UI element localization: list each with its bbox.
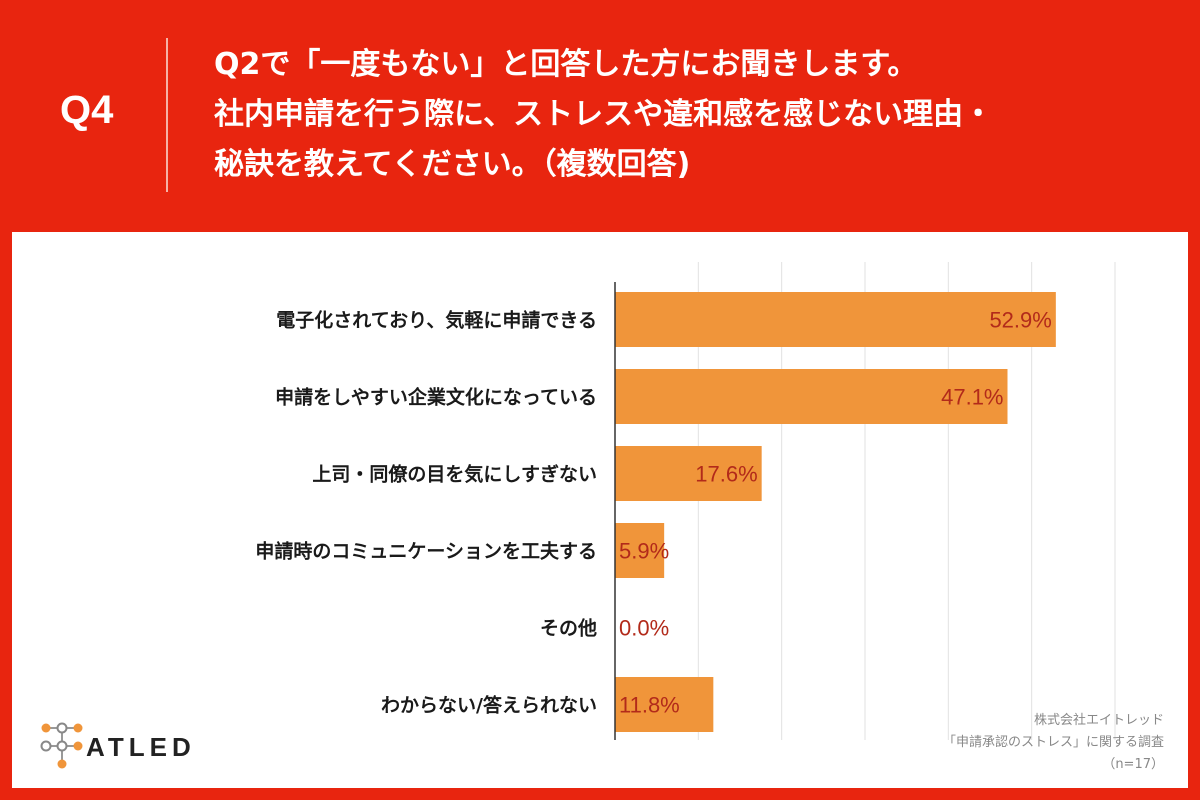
value-label: 0.0%: [619, 616, 669, 641]
source-line-1: 株式会社エイトレッド: [1033, 713, 1164, 728]
question-line-2: 社内申請を行う際に、ストレスや違和感を感じない理由・: [214, 97, 994, 132]
question-header: Q4 Q2で「一度もない」と回答した方にお聞きします。 社内申請を行う際に、スト…: [0, 0, 1200, 232]
category-label: その他: [540, 617, 597, 640]
value-label: 11.8%: [619, 693, 680, 718]
value-label: 5.9%: [619, 539, 669, 564]
question-number: Q4: [60, 88, 114, 132]
question-text: Q2で「一度もない」と回答した方にお聞きします。 社内申請を行う際に、ストレスや…: [214, 40, 1174, 190]
header-divider: [166, 38, 168, 192]
bar: [615, 446, 762, 501]
category-label: 電子化されており、気軽に申請できる: [276, 309, 597, 332]
bar: [615, 677, 714, 732]
category-label: 上司・同僚の目を気にしすぎない: [312, 463, 597, 486]
value-label: 47.1%: [941, 385, 1003, 410]
bar: [615, 523, 665, 578]
bar: [615, 292, 1056, 347]
source-line-2: 「申請承認のストレス」に関する調査: [942, 735, 1164, 750]
value-label: 17.6%: [695, 462, 757, 487]
question-line-1: Q2で「一度もない」と回答した方にお聞きします。: [214, 47, 918, 82]
bar: [615, 369, 1008, 424]
question-line-3: 秘訣を教えてください。（複数回答): [214, 147, 691, 182]
logo-text: ATLED: [86, 732, 196, 762]
category-label: 申請時のコミュニケーションを工夫する: [255, 540, 597, 563]
source-line-3: （n=17）: [1102, 757, 1164, 772]
category-label: 申請をしやすい企業文化になっている: [275, 386, 597, 409]
category-label: わからない/答えられない: [381, 694, 597, 717]
source-note: 株式会社エイトレッド 「申請承認のストレス」に関する調査 （n=17）: [943, 710, 1164, 776]
value-label: 52.9%: [989, 308, 1051, 333]
